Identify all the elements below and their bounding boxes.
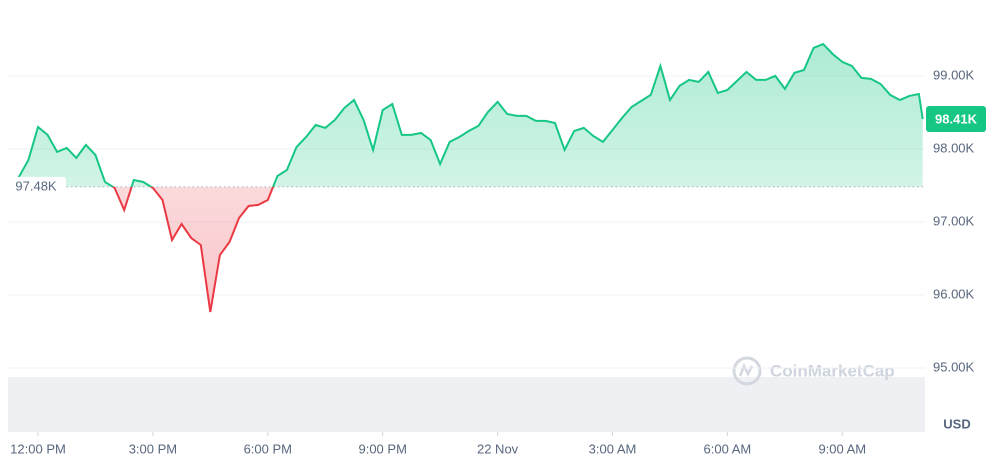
x-tick-label: 6:00 AM	[704, 441, 752, 456]
baseline-label-box	[6, 176, 66, 197]
x-tick-label: 9:00 PM	[358, 441, 406, 456]
x-tick-label: 3:00 PM	[129, 441, 177, 456]
area-above	[9, 44, 923, 187]
y-tick-label: 95.00K	[933, 359, 975, 374]
area-below	[112, 186, 274, 312]
price-line	[8, 42, 924, 187]
x-tick-label: 9:00 AM	[818, 441, 866, 456]
baseline-label: 97.48K	[15, 178, 57, 193]
watermark: CoinMarketCap	[732, 356, 895, 386]
current-price-box	[926, 106, 986, 133]
watermark-text: CoinMarketCap	[770, 361, 895, 380]
volume-band	[8, 377, 925, 432]
y-tick-label: 99.00K	[933, 67, 975, 82]
y-tick-label: 96.00K	[933, 286, 975, 301]
x-tick-label: 22 Nov	[477, 441, 519, 456]
y-tick-label: 97.00K	[933, 213, 975, 228]
x-tick-label: 6:00 PM	[244, 441, 292, 456]
y-tick-label: 98.00K	[933, 140, 975, 155]
y-unit: USD	[943, 416, 970, 431]
price-line-below	[111, 186, 275, 313]
x-tick-label: 3:00 AM	[589, 441, 637, 456]
current-price-label: 98.41K	[935, 111, 978, 126]
x-tick-label: 12:00 PM	[10, 441, 66, 456]
